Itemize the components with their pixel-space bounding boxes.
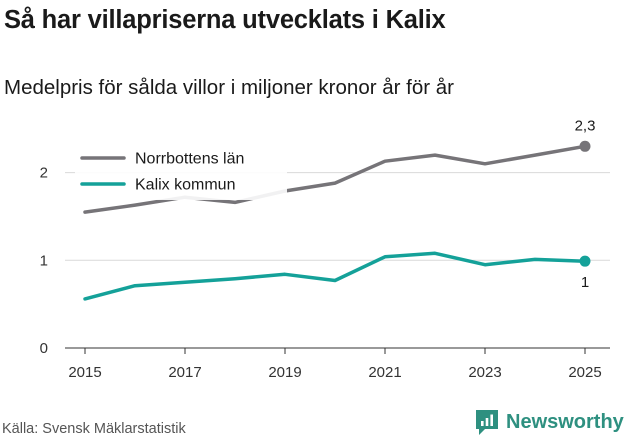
x-tick-label-2015: 2015 [68,364,101,381]
x-tick-label-2021: 2021 [368,364,401,381]
x-tick-label-2025: 2025 [568,364,601,381]
y-tick-label-1: 1 [40,252,48,269]
series-endpoint-norrbottens-l-n [579,140,591,152]
newsworthy-logo: Newsworthy [474,407,624,437]
series-endpoint-kalix-kommun [579,255,591,267]
legend-background [75,143,287,200]
chart-subtitle: Medelpris för sålda villor i miljoner kr… [4,76,455,99]
legend-label-norrbottens-l-n: Norrbottens län [135,151,244,168]
brand-name: Newsworthy [506,410,624,433]
source-note: Källa: Svensk Mäklarstatistik [2,421,186,437]
legend-label-kalix-kommun: Kalix kommun [135,177,235,194]
end-value-label-norrbottens-l-n: 2,3 [575,117,596,134]
x-tick-label-2023: 2023 [468,364,501,381]
end-value-label-kalix-kommun: 1 [581,274,589,291]
x-tick-label-2019: 2019 [268,364,301,381]
y-tick-label-0: 0 [40,340,48,357]
x-tick-label-2017: 2017 [168,364,201,381]
y-tick-label-2: 2 [40,165,48,182]
series-line-kalix-kommun [83,251,587,301]
chart-title: Så har villapriserna utvecklats i Kalix [4,6,446,34]
newsworthy-logo-icon [476,409,498,435]
